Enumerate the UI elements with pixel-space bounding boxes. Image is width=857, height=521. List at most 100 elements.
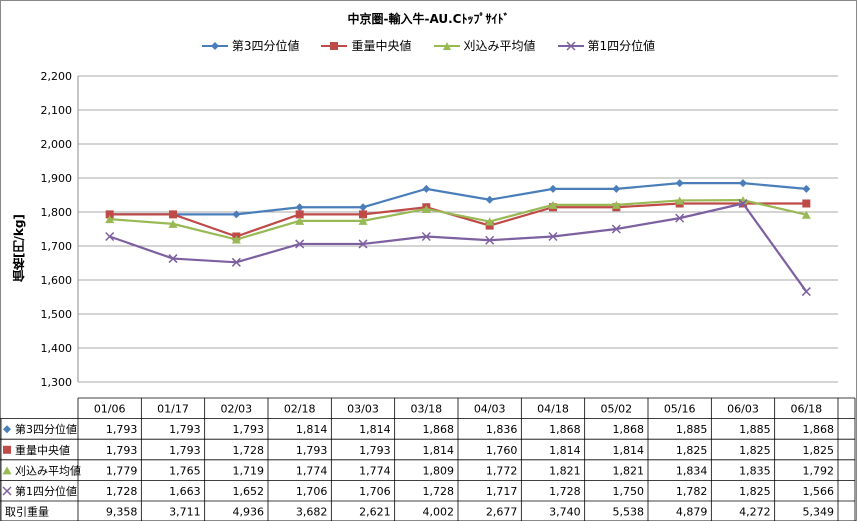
legend-item-trimmed: 刈込み平均値 [433, 37, 536, 54]
x-tick-label: 04/18 [537, 403, 569, 416]
data-point [295, 210, 304, 219]
legend-label-trimmed: 刈込み平均値 [463, 39, 536, 53]
table-cell-value: 1,825 [739, 485, 771, 498]
y-tick-label: 1,300 [41, 376, 73, 389]
data-point [168, 254, 178, 264]
table-cell-value: 1,835 [739, 464, 771, 477]
table-cell-value: 1,814 [359, 423, 391, 436]
legend-label-q3: 第3四分位値 [231, 39, 300, 53]
table-cell-value: 1,782 [676, 485, 708, 498]
table-cell-value: 1,868 [549, 423, 581, 436]
data-point [485, 221, 494, 230]
y-tick-label: 1,700 [41, 240, 73, 253]
data-point [421, 204, 431, 213]
table-cell-value: 1,719 [233, 464, 265, 477]
table-cell-value: 1,728 [549, 485, 581, 498]
x-tick-label: 03/03 [347, 403, 379, 416]
y-tick-label: 2,000 [41, 138, 73, 151]
x-tick-label: 01/17 [157, 403, 189, 416]
data-point [612, 184, 621, 193]
data-point [359, 210, 367, 219]
table-cell-value: 1,825 [739, 444, 771, 457]
table-cell-value: 1,706 [359, 485, 391, 498]
data-point [105, 215, 115, 224]
table-cell-value: 1,793 [233, 423, 265, 436]
table-row-label: 第3四分位値 [15, 422, 77, 436]
legend-marker-q1 [557, 40, 584, 51]
data-point [548, 200, 558, 209]
table-row-label: 取引重量 [5, 505, 49, 519]
table-cell-value: 1,834 [676, 464, 708, 477]
data-point [295, 239, 305, 249]
table-legend-marker [3, 425, 11, 434]
table-row-label: 重量中央値 [15, 443, 70, 457]
data-point [168, 219, 178, 228]
table-cell-value: 1,814 [549, 444, 581, 457]
x-tick-label: 05/16 [664, 403, 696, 416]
table-cell-value: 1,868 [613, 423, 645, 436]
table-cell-value: 1,825 [676, 444, 708, 457]
x-tick-label: 06/03 [727, 403, 759, 416]
data-point [549, 184, 557, 193]
data-point [611, 200, 621, 209]
table-cell-value: 1,760 [486, 444, 518, 457]
table-cell-value: 1,868 [423, 423, 455, 436]
table-cell-value: 1,566 [803, 485, 835, 498]
data-point [358, 239, 368, 249]
table-cell-value: 1,821 [613, 464, 645, 477]
table-cell-value: 1,868 [803, 423, 835, 436]
table-row-label: 第1四分位値 [15, 484, 77, 498]
table-cell-value: 2,621 [359, 506, 391, 519]
legend-item-q3: 第3四分位値 [201, 37, 300, 54]
data-point [802, 199, 811, 208]
table-cell-value: 1,750 [613, 485, 645, 498]
legend-marker-median [321, 41, 348, 50]
x-tick-label: 03/18 [410, 403, 442, 416]
table-cell-value: 4,936 [233, 506, 265, 519]
data-point [485, 217, 495, 226]
table-cell-value: 4,002 [423, 506, 455, 519]
x-tick-label: 02/03 [220, 403, 252, 416]
data-point [611, 224, 621, 234]
data-point [359, 203, 367, 212]
data-point [548, 231, 558, 242]
table-cell-value: 1,814 [613, 444, 645, 457]
data-point [105, 231, 115, 242]
x-tick-label: 02/18 [284, 403, 316, 416]
data-point [358, 216, 368, 225]
legend-label-q1: 第1四分位値 [587, 39, 656, 53]
table-cell-value: 1,793 [169, 444, 201, 457]
table-cell-value: 1,814 [423, 444, 455, 457]
x-tick-label: 06/18 [790, 403, 822, 416]
data-point [801, 210, 811, 219]
data-point [675, 213, 685, 223]
y-tick-label: 1,800 [41, 206, 73, 219]
x-tick-label: 01/06 [94, 403, 126, 416]
table-cell-value: 1,825 [803, 444, 835, 457]
y-tick-label: 1,900 [41, 172, 73, 185]
data-point [802, 184, 811, 193]
data-point [231, 235, 241, 244]
data-point [169, 210, 177, 219]
table-cell-value: 4,879 [676, 506, 708, 519]
table-cell-value: 1,793 [359, 444, 391, 457]
chart-title: 中京圏-輸入牛-AU.Cﾄｯﾌﾟｻｲﾄﾞ [347, 12, 510, 26]
data-point [232, 210, 241, 219]
table-cell-value: 1,885 [739, 423, 771, 436]
table-cell-value: 1,793 [169, 423, 201, 436]
legend-marker-q3 [201, 41, 228, 50]
table-cell-value: 1,885 [676, 423, 708, 436]
data-point [801, 287, 811, 297]
table-cell-value: 1,779 [106, 464, 138, 477]
table-cell-value: 1,814 [296, 423, 328, 436]
legend-item-q1: 第1四分位値 [557, 37, 656, 54]
table-cell-value: 1,728 [106, 485, 138, 498]
data-point [485, 235, 495, 245]
x-tick-label: 04/03 [474, 403, 506, 416]
series-line [109, 202, 808, 293]
data-point [739, 179, 747, 188]
table-row-label: 刈込み平均値 [15, 464, 81, 477]
table-cell-value: 1,765 [169, 464, 201, 477]
legend-item-median: 重量中央値 [321, 37, 412, 54]
